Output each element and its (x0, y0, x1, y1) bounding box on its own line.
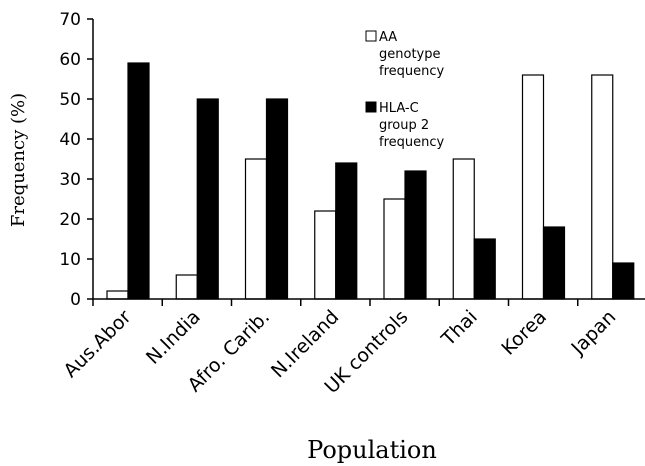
bar-aa-genotype (452, 158, 475, 300)
bar-aa-genotype (591, 74, 614, 300)
bar-hla-c-group2 (127, 62, 150, 300)
legend-swatch-aa (365, 30, 377, 42)
x-ticks (92, 299, 579, 306)
bar-hla-c-group2 (473, 238, 496, 300)
legend-label: genotype (379, 47, 440, 62)
y-tick-label: 70 (59, 10, 81, 30)
legend-label: group 2 (379, 118, 429, 133)
legend-label: frequency (379, 135, 445, 150)
bar-hla-c-group2 (335, 162, 358, 300)
x-category-label: Japan (567, 306, 621, 360)
y-tick-label: 10 (59, 250, 81, 270)
y-tick-label: 20 (59, 210, 81, 230)
bar-hla-c-group2 (542, 226, 566, 300)
y-tick-label: 50 (59, 90, 81, 110)
legend-label: AA (379, 30, 397, 45)
legend-label: HLA-C (379, 101, 419, 116)
bars (106, 62, 635, 300)
bar-hla-c-group2 (404, 170, 427, 300)
x-category-label: Thai (437, 306, 482, 351)
bar-aa-genotype (521, 74, 545, 300)
y-tick-label: 40 (59, 130, 81, 150)
y-axis-title: Frequency (%) (8, 93, 29, 227)
bar-aa-genotype (175, 274, 198, 300)
bar-aa-genotype (106, 290, 129, 300)
legend-label: frequency (379, 64, 445, 79)
legend: AA genotype frequency HLA-C group 2 frequency (365, 30, 445, 150)
x-category-label: Aus.Abor (60, 306, 136, 382)
bar-hla-c-group2 (265, 98, 289, 300)
bar-aa-genotype (244, 158, 268, 300)
y-tick-label: 60 (59, 50, 81, 70)
x-category-label: N.India (142, 306, 205, 369)
x-category-label: Korea (497, 306, 551, 360)
bar-aa-genotype (314, 210, 337, 300)
x-axis-title: Population (307, 436, 437, 464)
legend-swatch-hla (365, 101, 377, 113)
y-tick-label: 30 (59, 170, 81, 190)
y-ticks: 0 10 20 30 40 50 60 70 (59, 10, 93, 310)
y-tick-label: 0 (70, 290, 81, 310)
bar-hla-c-group2 (612, 262, 635, 300)
bar-hla-c-group2 (196, 98, 219, 300)
bar-aa-genotype (383, 198, 406, 300)
